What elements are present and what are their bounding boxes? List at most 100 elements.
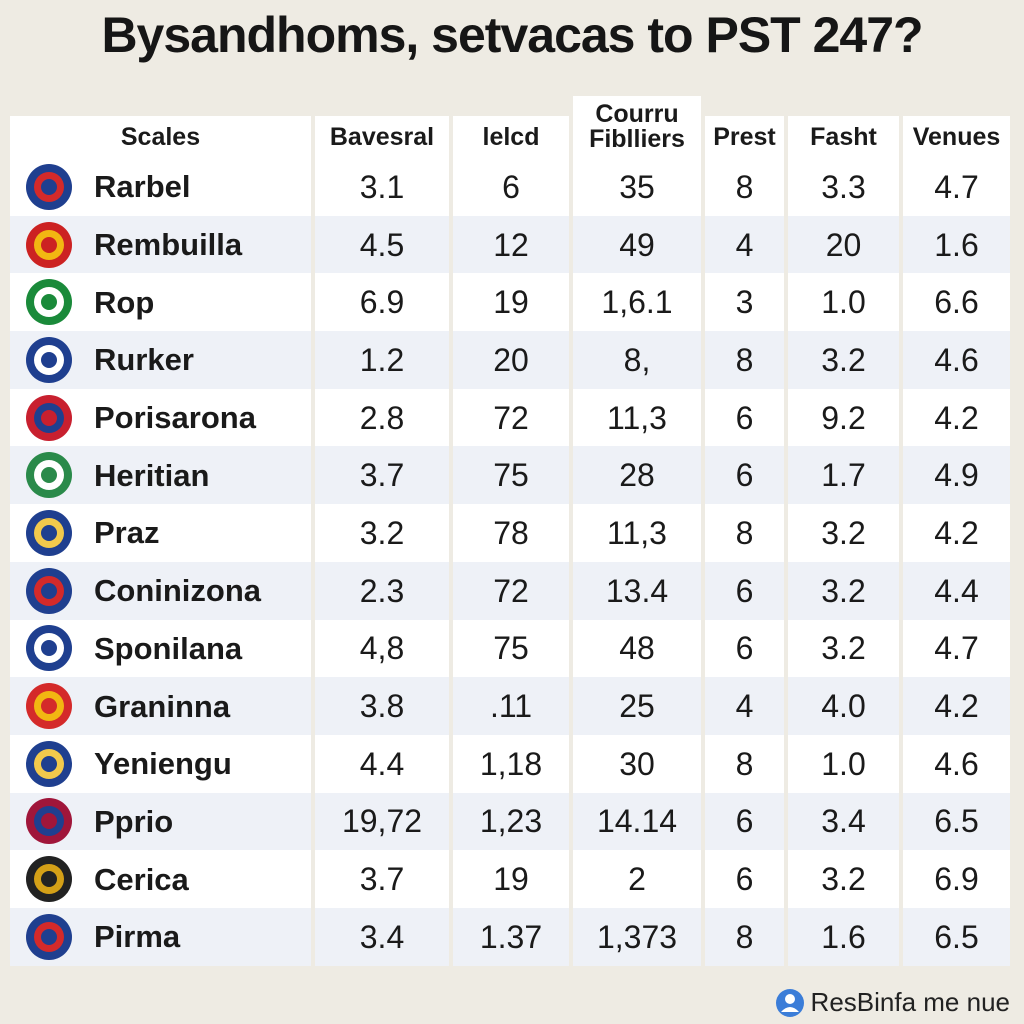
value-cell: 8: [705, 734, 784, 793]
team-name: Rembuilla: [94, 227, 243, 263]
table-row: Sponilana 4,8 75 48 6 3.2 4.7: [10, 619, 1014, 678]
value-cell: 8: [705, 331, 784, 389]
table-row: Pirma 3.4 1.37 1,373 8 1.6 6.5: [10, 907, 1014, 966]
value-cell: 6.5: [903, 792, 1010, 851]
value-cell: 8: [705, 504, 784, 562]
value-cell: 8: [705, 907, 784, 966]
value-cell: 4.7: [903, 158, 1010, 216]
value-cell: 6.5: [903, 907, 1010, 966]
team-logo: [26, 221, 72, 268]
value-cell: 3.7: [315, 446, 449, 505]
header-cell: Fasht: [788, 116, 899, 158]
value-cell: 1.0: [788, 734, 899, 793]
value-cell: 28: [573, 446, 701, 505]
value-cell: 4.9: [903, 446, 1010, 505]
value-cell: 1.7: [788, 446, 899, 505]
value-cell: 3.4: [788, 792, 899, 851]
value-cell: 78: [453, 504, 569, 562]
value-cell: 11,3: [573, 388, 701, 447]
value-cell: 8,: [573, 331, 701, 389]
value-cell: 4: [705, 215, 784, 274]
team-logo: [26, 452, 72, 499]
team-name: Cerica: [94, 861, 189, 897]
table-row: Porisarona 2.8 72 11,3 6 9.2 4.2: [10, 388, 1014, 447]
value-cell: 6: [705, 561, 784, 620]
team-logo: [26, 567, 72, 614]
team-logo: [26, 740, 72, 787]
team-logo: [26, 509, 72, 556]
value-cell: 1.6: [788, 907, 899, 966]
table-row: Cerica 3.7 19 2 6 3.2 6.9: [10, 850, 1014, 908]
table-row: Rurker 1.2 20 8, 8 3.2 4.6: [10, 331, 1014, 389]
value-cell: 19: [453, 273, 569, 332]
value-cell: 72: [453, 388, 569, 447]
value-cell: 3.2: [788, 850, 899, 908]
value-cell: 4.2: [903, 504, 1010, 562]
team-cell: Sponilana: [10, 619, 311, 678]
table-row: Rarbel 3.1 6 35 8 3.3 4.7: [10, 158, 1014, 216]
footer-icon: [775, 988, 804, 1017]
team-name: Sponilana: [94, 630, 243, 666]
value-cell: 6: [705, 446, 784, 505]
value-cell: 3.7: [315, 850, 449, 908]
footer-text: ResBinfa me nue: [810, 987, 1010, 1017]
value-cell: 3.3: [788, 158, 899, 216]
table-row: Coninizona 2.3 72 13.4 6 3.2 4.4: [10, 561, 1014, 620]
value-cell: 4.6: [903, 331, 1010, 389]
header-cell: Prest: [705, 116, 784, 158]
value-cell: 11,3: [573, 504, 701, 562]
team-cell: Graninna: [10, 677, 311, 735]
value-cell: 4.5: [315, 215, 449, 274]
team-cell: Heritian: [10, 446, 311, 505]
value-cell: 2.8: [315, 388, 449, 447]
header-row: Scales Bavesral lelcd Courru Fiblliers Prest…: [10, 96, 1014, 158]
team-cell: Rurker: [10, 331, 311, 389]
team-name: Rop: [94, 284, 155, 320]
value-cell: 1,6.1: [573, 273, 701, 332]
footer: ResBinfa me nue: [775, 987, 1010, 1018]
value-cell: 3: [705, 273, 784, 332]
value-cell: 20: [788, 215, 899, 274]
value-cell: .11: [453, 677, 569, 735]
value-cell: 75: [453, 619, 569, 678]
team-name: Pirma: [94, 919, 181, 955]
team-logo: [26, 336, 72, 383]
value-cell: 3.8: [315, 677, 449, 735]
team-logo: [26, 798, 72, 845]
value-cell: 4.7: [903, 619, 1010, 678]
team-cell: Pirma: [10, 907, 311, 966]
value-cell: 1.37: [453, 907, 569, 966]
value-cell: 6.6: [903, 273, 1010, 332]
team-name: Rurker: [94, 342, 194, 378]
value-cell: 1,23: [453, 792, 569, 851]
value-cell: 25: [573, 677, 701, 735]
value-cell: 4.4: [315, 734, 449, 793]
team-logo: [26, 163, 72, 210]
team-cell: Porisarona: [10, 388, 311, 447]
table-row: Heritian 3.7 75 28 6 1.7 4.9: [10, 446, 1014, 505]
value-cell: 12: [453, 215, 569, 274]
value-cell: 6: [705, 388, 784, 447]
team-logo: [26, 625, 72, 672]
value-cell: 49: [573, 215, 701, 274]
value-cell: 75: [453, 446, 569, 505]
value-cell: 2: [573, 850, 701, 908]
team-cell: Pprio: [10, 792, 311, 851]
value-cell: 19: [453, 850, 569, 908]
team-name: Pprio: [94, 803, 174, 839]
value-cell: 3.1: [315, 158, 449, 216]
value-cell: 4: [705, 677, 784, 735]
value-cell: 13.4: [573, 561, 701, 620]
team-name: Coninizona: [94, 573, 262, 609]
value-cell: 4.4: [903, 561, 1010, 620]
value-cell: 2.3: [315, 561, 449, 620]
team-cell: Rarbel: [10, 158, 311, 216]
header-cell: lelcd: [453, 116, 569, 158]
value-cell: 3.4: [315, 907, 449, 966]
value-cell: 6: [705, 619, 784, 678]
title: Bysandhoms, setvacas to PST 247?: [101, 7, 923, 63]
team-name: Heritian: [94, 457, 210, 493]
value-cell: 9.2: [788, 388, 899, 447]
value-cell: 48: [573, 619, 701, 678]
value-cell: 3.2: [315, 504, 449, 562]
